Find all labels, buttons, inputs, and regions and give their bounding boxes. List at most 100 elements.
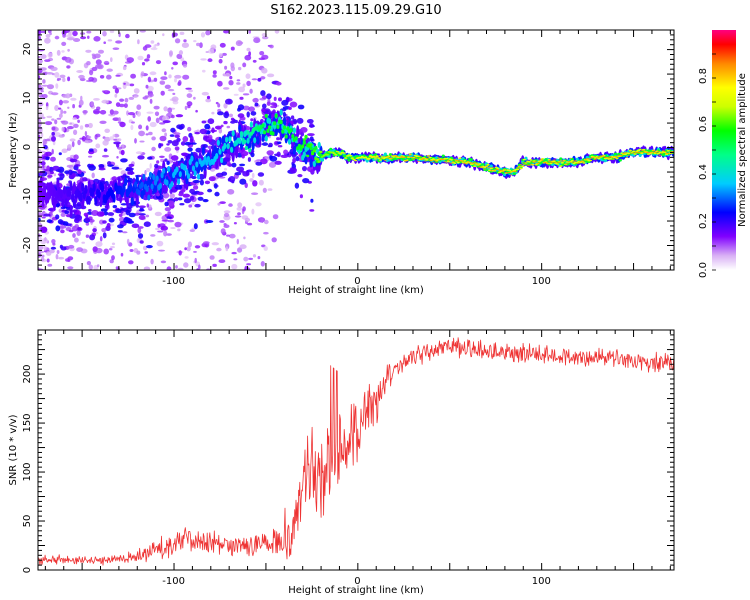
heatmap-ridge-cell bbox=[134, 181, 138, 188]
heatmap-cell bbox=[92, 228, 97, 233]
top-x-axis-label: Height of straight line (km) bbox=[288, 285, 424, 296]
heatmap-noise-cell bbox=[146, 168, 151, 172]
heatmap-ridge-cell bbox=[312, 149, 316, 153]
heatmap-cell bbox=[139, 207, 144, 212]
heatmap-ridge-cell bbox=[388, 153, 392, 156]
heatmap-noise-cell bbox=[193, 40, 197, 43]
heatmap-cell bbox=[170, 127, 176, 133]
heatmap-cell bbox=[173, 197, 179, 202]
heatmap-ridge-cell bbox=[559, 159, 563, 161]
heatmap-noise-cell bbox=[72, 104, 75, 109]
heatmap-ridge-cell bbox=[289, 128, 293, 133]
heatmap-cell bbox=[119, 121, 126, 128]
heatmap-cell bbox=[202, 199, 209, 203]
heatmap-noise-cell bbox=[145, 214, 150, 218]
heatmap-ridge-cell bbox=[618, 159, 622, 162]
heatmap-noise-cell bbox=[167, 107, 173, 114]
heatmap-noise-cell bbox=[223, 210, 231, 214]
heatmap-noise-cell bbox=[139, 140, 145, 143]
heatmap-cell bbox=[278, 97, 282, 102]
heatmap-noise-cell bbox=[154, 211, 162, 217]
heatmap-cell bbox=[117, 230, 123, 233]
heatmap-noise-cell bbox=[126, 82, 130, 87]
spectrogram-frame bbox=[37, 29, 675, 271]
colorbar: 0.0 0.2 0.4 0.6 0.8 Normalized spectral … bbox=[698, 30, 748, 278]
heatmap-ridge-cell bbox=[292, 127, 296, 134]
heatmap-ridge-cell bbox=[266, 128, 270, 133]
snr-series-line bbox=[38, 337, 674, 566]
heatmap-ridge-cell bbox=[552, 159, 556, 161]
heatmap-noise-cell bbox=[161, 219, 169, 222]
heatmap-noise-cell bbox=[162, 115, 170, 122]
spectrogram-panel: -100 0 100 -20 -10 0 10 20 Height of str… bbox=[8, 29, 675, 296]
heatmap-ridge-cell bbox=[640, 152, 644, 154]
heatmap-noise-cell bbox=[109, 109, 114, 115]
heatmap-noise-cell bbox=[84, 130, 88, 137]
heatmap-ridge-cell bbox=[395, 155, 399, 157]
bottom-x-axis-label: Height of straight line (km) bbox=[288, 585, 424, 596]
heatmap-noise-cell bbox=[40, 30, 47, 34]
heatmap-noise-cell bbox=[186, 93, 193, 98]
heatmap-ridge-cell bbox=[249, 131, 253, 136]
heatmap-noise-cell bbox=[109, 30, 115, 34]
heatmap-noise-cell bbox=[174, 74, 182, 79]
heatmap-cell bbox=[98, 164, 105, 168]
heatmap-ridge-cell bbox=[332, 152, 336, 154]
heatmap-ridge-cell bbox=[420, 159, 424, 161]
heatmap-noise-cell bbox=[90, 101, 95, 107]
heatmap-ridge-cell bbox=[130, 196, 134, 206]
heatmap-noise-cell bbox=[88, 122, 93, 129]
heatmap-noise-cell bbox=[223, 167, 228, 171]
heatmap-noise-cell bbox=[209, 255, 215, 260]
heatmap-noise-cell bbox=[95, 133, 101, 138]
heatmap-noise-cell bbox=[102, 140, 109, 146]
heatmap-noise-cell bbox=[42, 79, 46, 84]
heatmap-noise-cell bbox=[243, 256, 249, 262]
heatmap-cell bbox=[178, 125, 184, 130]
heatmap-cell bbox=[68, 169, 73, 175]
heatmap-ridge-cell bbox=[193, 170, 197, 177]
heatmap-noise-cell bbox=[263, 219, 269, 225]
heatmap-noise-cell bbox=[47, 84, 54, 90]
heatmap-cell bbox=[214, 191, 220, 197]
heatmap-noise-cell bbox=[53, 173, 56, 177]
heatmap-noise-cell bbox=[249, 178, 254, 182]
heatmap-noise-cell bbox=[38, 134, 41, 138]
heatmap-cell bbox=[74, 203, 83, 210]
heatmap-cell bbox=[166, 160, 170, 165]
heatmap-ridge-cell bbox=[446, 160, 450, 161]
heatmap-cell bbox=[174, 146, 180, 151]
heatmap-ridge-cell bbox=[403, 156, 407, 158]
heatmap-cell bbox=[166, 143, 170, 146]
heatmap-ridge-cell bbox=[628, 149, 632, 152]
heatmap-noise-cell bbox=[201, 91, 209, 96]
heatmap-noise-cell bbox=[211, 111, 215, 115]
heatmap-cell bbox=[120, 207, 125, 211]
heatmap-noise-cell bbox=[220, 228, 226, 235]
heatmap-ridge-cell bbox=[473, 165, 477, 167]
heatmap-ridge-cell bbox=[405, 159, 409, 161]
heatmap-ridge-cell bbox=[537, 162, 541, 164]
heatmap-ridge-cell bbox=[377, 157, 381, 159]
heatmap-ridge-cell bbox=[273, 121, 277, 126]
heatmap-cell bbox=[297, 174, 303, 178]
heatmap-cell bbox=[274, 160, 282, 165]
heatmap-noise-cell bbox=[166, 233, 172, 236]
heatmap-ridge-cell bbox=[175, 166, 179, 173]
heatmap-noise-cell bbox=[236, 79, 241, 82]
heatmap-noise-cell bbox=[155, 60, 162, 65]
heatmap-ridge-cell bbox=[450, 159, 454, 161]
heatmap-ridge-cell bbox=[483, 168, 487, 170]
heatmap-noise-cell bbox=[171, 96, 179, 102]
heatmap-ridge-cell bbox=[373, 157, 378, 159]
heatmap-ridge-cell bbox=[481, 163, 485, 166]
heatmap-ridge-cell bbox=[344, 157, 348, 159]
heatmap-noise-cell bbox=[263, 246, 268, 251]
heatmap-cell bbox=[195, 147, 202, 153]
heatmap-noise-cell bbox=[218, 259, 226, 263]
heatmap-noise-cell bbox=[67, 76, 71, 82]
heatmap-noise-cell bbox=[246, 80, 251, 87]
heatmap-ridge-cell bbox=[607, 157, 611, 159]
heatmap-ridge-cell bbox=[564, 164, 568, 166]
heatmap-noise-cell bbox=[167, 211, 171, 215]
